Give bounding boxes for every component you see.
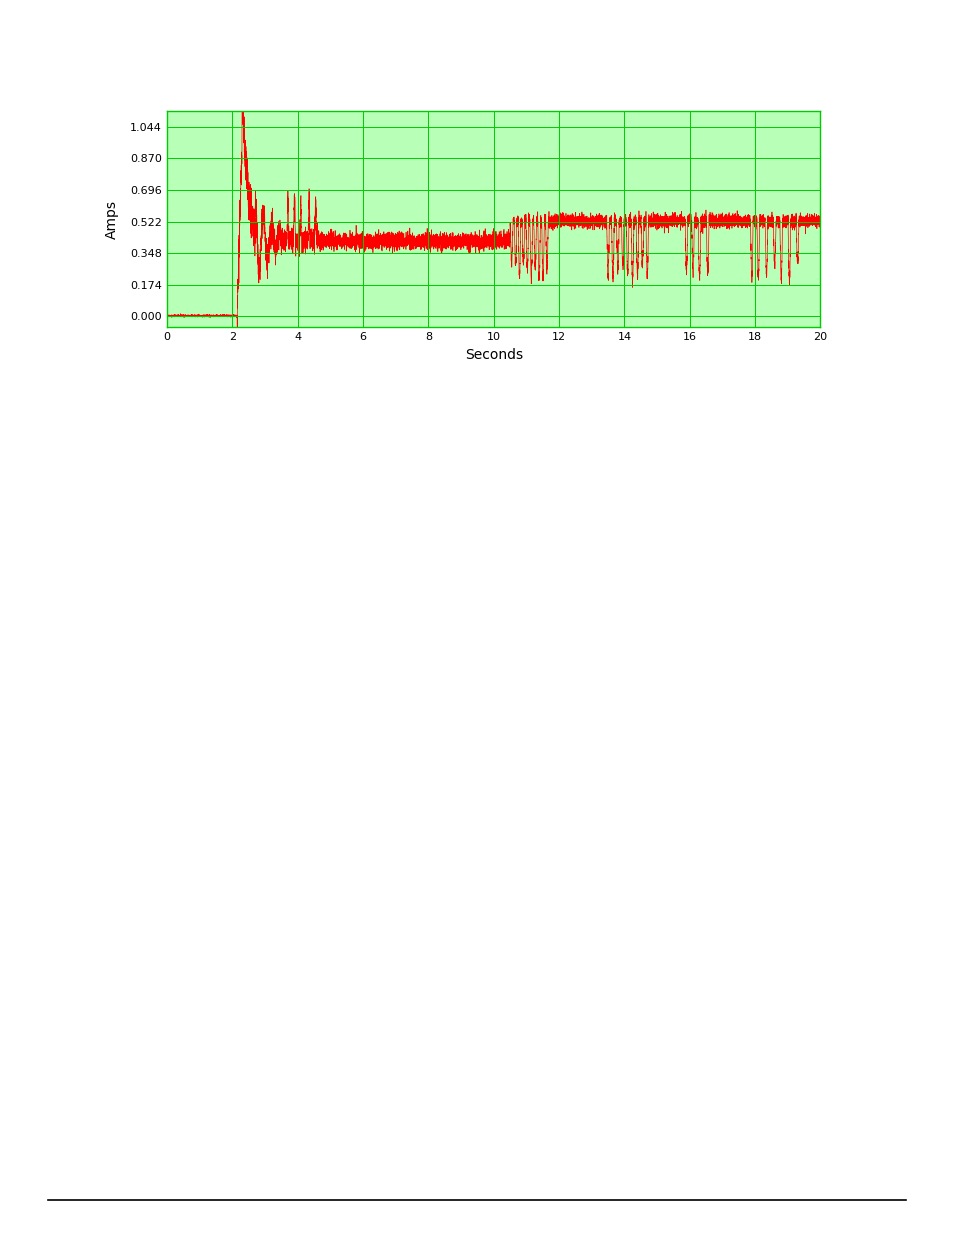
- Y-axis label: Amps: Amps: [105, 200, 119, 238]
- X-axis label: Seconds: Seconds: [464, 348, 522, 362]
